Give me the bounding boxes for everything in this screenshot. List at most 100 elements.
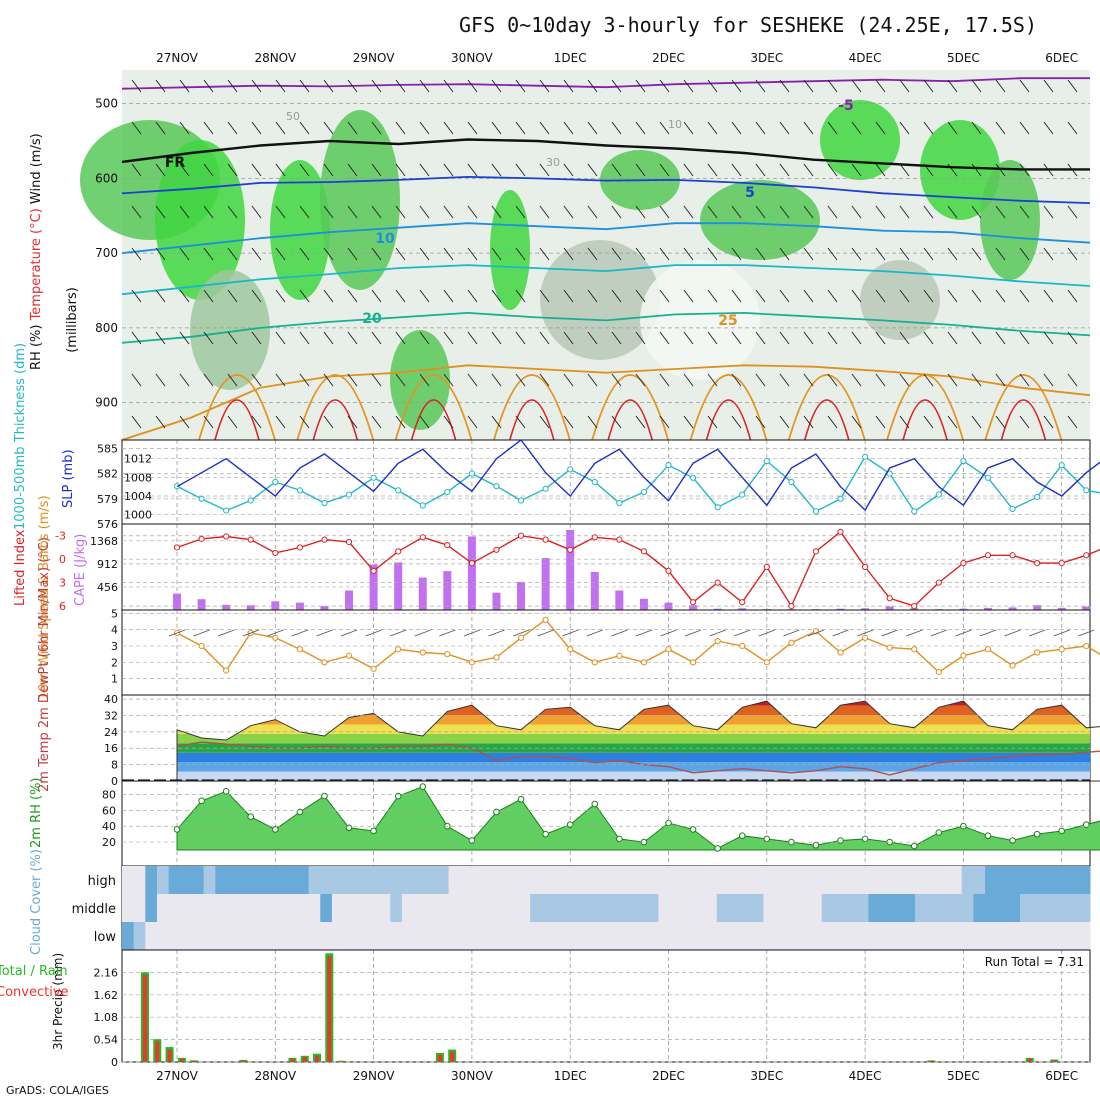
rh-tick-label: 80 [102,789,116,802]
cloud-cell [810,894,823,922]
cloud-cell [285,866,298,894]
cloud-cell [366,866,380,894]
cloud-cell [623,922,636,950]
precip-ylabel: 3hr Precip (mm) [51,953,65,1050]
wind-barb [491,331,502,345]
wind-barb [179,205,190,219]
cloud-cell [611,922,624,950]
wind-barb [299,415,310,429]
date-label-bottom: 3DEC [750,1069,783,1083]
lifted-index-point [616,536,623,543]
cloud-cell [1020,922,1033,950]
wind-barb [131,289,142,303]
wind-barb [923,205,934,219]
cloud-cell [856,866,869,894]
cloud-cell [145,866,158,894]
y-tick-label: 456 [97,581,118,594]
wind-barb [1019,163,1030,177]
wind-barb [131,121,142,135]
cloud-cell [763,866,776,894]
wind-barb [827,331,838,345]
cloud-cell [460,922,473,950]
cloud-cell [880,866,893,894]
wind-barb [419,163,430,177]
wind-barb [203,247,214,261]
cloud-cell [1031,866,1044,894]
cape-ylabel: CAPE (J/kg) [73,534,88,606]
surface-wind-barb [979,629,997,637]
cloud-cell [331,922,345,950]
cloud-cell [495,922,508,950]
warm-isotherm-arc [787,374,866,441]
cloud-cell [681,922,694,950]
wind-barb [1067,121,1078,135]
cloud-cell [436,922,450,950]
wind-speed-point [1009,662,1016,669]
wind-speed-point [591,659,598,666]
lifted-index-line [176,530,1100,608]
wind-barb [539,247,550,261]
wind-barb [179,163,190,177]
wind-barb [275,205,286,219]
wind-barb [419,331,430,345]
rh-shading [540,240,660,360]
cloud-cell [600,866,613,894]
cloud-cell [238,922,251,950]
wind-barb [1019,331,1030,345]
cloud-cell [401,866,415,894]
wind-barb [179,121,190,135]
cloud-cell [646,922,659,950]
wind-barb [155,247,166,261]
wind-barb [875,331,886,345]
wind-speed-point [468,659,475,666]
precip-convective-bar [1052,1060,1057,1062]
cloud-cell [588,866,601,894]
rh-point [1082,821,1090,828]
thickness-point [640,488,648,496]
wind-barb [995,205,1006,219]
wind-barb [1043,415,1054,429]
cloud-cell [588,922,601,950]
cloud-cell [728,866,741,894]
y-tick-label: 8 [111,759,118,772]
wind-speed-point [1083,642,1090,650]
wind-barb [587,205,598,219]
lifted-index-point [517,532,525,539]
cape-bar [1082,606,1091,610]
cloud-cell [588,894,601,922]
rh-point [198,797,205,805]
cloud-cell [821,894,834,922]
cloud-cell [786,894,799,922]
panel-frame [121,609,1091,696]
lifted-index-point [468,559,475,567]
cloud-cell [541,866,555,894]
cape-bar [345,590,354,610]
wind-barb [203,205,214,219]
wind-barb [803,79,814,93]
rh-shading [980,160,1040,280]
cloud-cell [565,922,578,950]
wind-barb [803,331,814,345]
wind-barb [323,373,334,387]
rh-point [738,832,746,840]
rh-point [812,841,820,849]
cloud-cell [226,866,240,894]
cloud-cell [390,894,403,922]
cloud-cell [775,922,788,950]
wind-speed-point [837,649,844,656]
lifted-index-point [763,563,770,571]
cloud-cell [938,922,951,950]
lifted-index-point [689,599,697,606]
date-label-top: 4DEC [849,51,882,65]
wind-barb [1043,247,1054,261]
surface-wind-barb [316,629,333,637]
thickness-point [395,487,402,494]
lifted-index-point [321,536,328,543]
wind-barb [899,247,910,261]
y-tick-label: 1 [111,673,118,686]
hot-isotherm-arc [1000,399,1047,441]
cloud-cell [308,894,321,922]
cloud-cell [635,894,648,922]
wind-barb [635,205,646,219]
thickness-point [616,499,623,507]
